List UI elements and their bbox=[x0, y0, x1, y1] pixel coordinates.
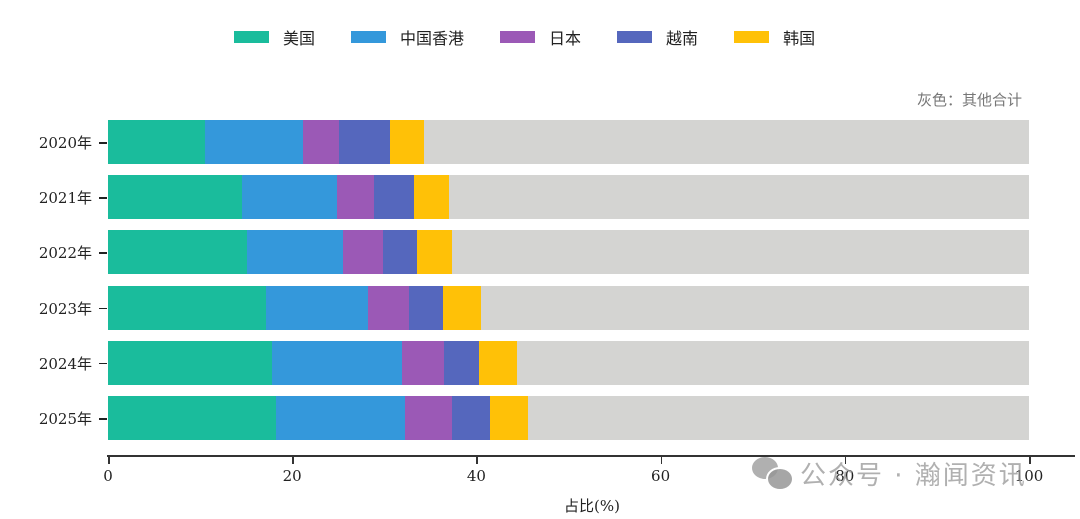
legend-swatch-japan bbox=[500, 31, 536, 43]
x-tick bbox=[660, 456, 663, 464]
x-tick bbox=[476, 456, 478, 464]
legend-label: 美国 bbox=[283, 29, 316, 48]
bar-segment bbox=[409, 285, 444, 330]
watermark-text: 公众号 · 瀚闻资讯 bbox=[800, 461, 1027, 491]
y-tick bbox=[99, 418, 107, 420]
x-tick bbox=[108, 456, 110, 464]
x-tick-label: 100 bbox=[1014, 467, 1044, 485]
bar-segment bbox=[451, 396, 491, 440]
bar-segment bbox=[480, 285, 1029, 330]
bar-row bbox=[108, 175, 1029, 220]
gray-note-annotation: 灰色：其他合计 bbox=[916, 91, 1022, 109]
bar-segment bbox=[413, 175, 449, 220]
bar-segment bbox=[337, 175, 375, 220]
y-tick-label: 2020年 bbox=[38, 134, 92, 152]
bar-segment bbox=[108, 285, 267, 330]
y-tick-label: 2022年 bbox=[38, 244, 92, 263]
bar-segment bbox=[389, 120, 424, 164]
x-tick-label: 0 bbox=[103, 467, 113, 485]
legend-label: 越南 bbox=[666, 29, 699, 48]
bar-segment bbox=[452, 230, 1029, 275]
bar-segment bbox=[108, 396, 276, 440]
x-tick-label: 60 bbox=[651, 467, 671, 485]
legend-label: 日本 bbox=[549, 29, 582, 48]
x-axis-label: 占比(%) bbox=[564, 497, 620, 515]
y-tick-label: 2021年 bbox=[38, 189, 92, 208]
legend-swatch-hongkong bbox=[351, 31, 387, 43]
bar-row bbox=[108, 120, 1029, 164]
legend-item-korea: 韩国 bbox=[734, 25, 815, 49]
y-tick-label: 2025年 bbox=[38, 410, 92, 428]
legend-label: 韩国 bbox=[783, 29, 816, 48]
bar-segment bbox=[303, 120, 340, 164]
bar-segment bbox=[271, 340, 402, 385]
bar-segment bbox=[266, 285, 368, 330]
y-tick-label: 2024年 bbox=[38, 354, 92, 373]
bar-segment bbox=[374, 175, 414, 220]
bar-segment bbox=[444, 340, 480, 385]
legend-item-vietnam: 越南 bbox=[617, 25, 698, 49]
legend-swatch-usa bbox=[234, 31, 269, 43]
x-tick bbox=[1029, 456, 1031, 464]
x-tick-label: 40 bbox=[466, 467, 486, 485]
y-tick bbox=[99, 307, 107, 310]
bar-segment bbox=[527, 396, 1029, 440]
bar-segment bbox=[516, 340, 1029, 385]
bar-segment bbox=[448, 175, 1029, 220]
x-tick-label: 80 bbox=[835, 467, 855, 485]
y-tick bbox=[99, 197, 107, 199]
watermark: 公众号 · 瀚闻资讯 bbox=[752, 455, 1027, 492]
bar-row bbox=[108, 340, 1029, 385]
wechat-icon bbox=[752, 456, 794, 491]
y-tick bbox=[99, 362, 107, 365]
bar-row bbox=[108, 230, 1029, 275]
bar-segment bbox=[108, 340, 272, 385]
y-tick-label: 2023年 bbox=[38, 299, 92, 318]
bar-segment bbox=[443, 285, 481, 330]
bar-row bbox=[108, 285, 1029, 330]
legend-swatch-korea bbox=[734, 31, 770, 43]
x-axis-line bbox=[107, 455, 1075, 457]
legend-item-japan: 日本 bbox=[500, 25, 581, 49]
bar-row bbox=[108, 396, 1029, 440]
bar-segment bbox=[367, 285, 410, 330]
bar-segment bbox=[242, 175, 338, 220]
bar-segment bbox=[342, 230, 384, 275]
bar-segment bbox=[108, 175, 243, 220]
y-tick bbox=[99, 252, 107, 254]
bar-segment bbox=[275, 396, 406, 440]
chart-legend: 美国 中国香港 日本 越南 韩国 bbox=[234, 25, 851, 49]
x-tick-label: 20 bbox=[282, 467, 302, 485]
bar-segment bbox=[339, 120, 390, 164]
bar-segment bbox=[479, 340, 517, 385]
legend-swatch-vietnam bbox=[617, 31, 653, 43]
bar-segment bbox=[108, 120, 205, 164]
bar-segment bbox=[405, 396, 452, 440]
bar-segment bbox=[247, 230, 343, 275]
legend-item-usa: 美国 bbox=[234, 25, 315, 49]
bar-segment bbox=[417, 230, 453, 275]
legend-item-hongkong: 中国香港 bbox=[351, 25, 464, 49]
bar-segment bbox=[490, 396, 528, 440]
x-tick bbox=[292, 456, 294, 464]
bar-segment bbox=[383, 230, 418, 275]
bar-segment bbox=[401, 340, 445, 385]
legend-label: 中国香港 bbox=[400, 29, 465, 48]
bar-segment bbox=[204, 120, 304, 164]
bar-segment bbox=[108, 230, 248, 275]
y-tick bbox=[99, 142, 107, 144]
bar-segment bbox=[423, 120, 1029, 164]
x-tick bbox=[844, 456, 847, 464]
